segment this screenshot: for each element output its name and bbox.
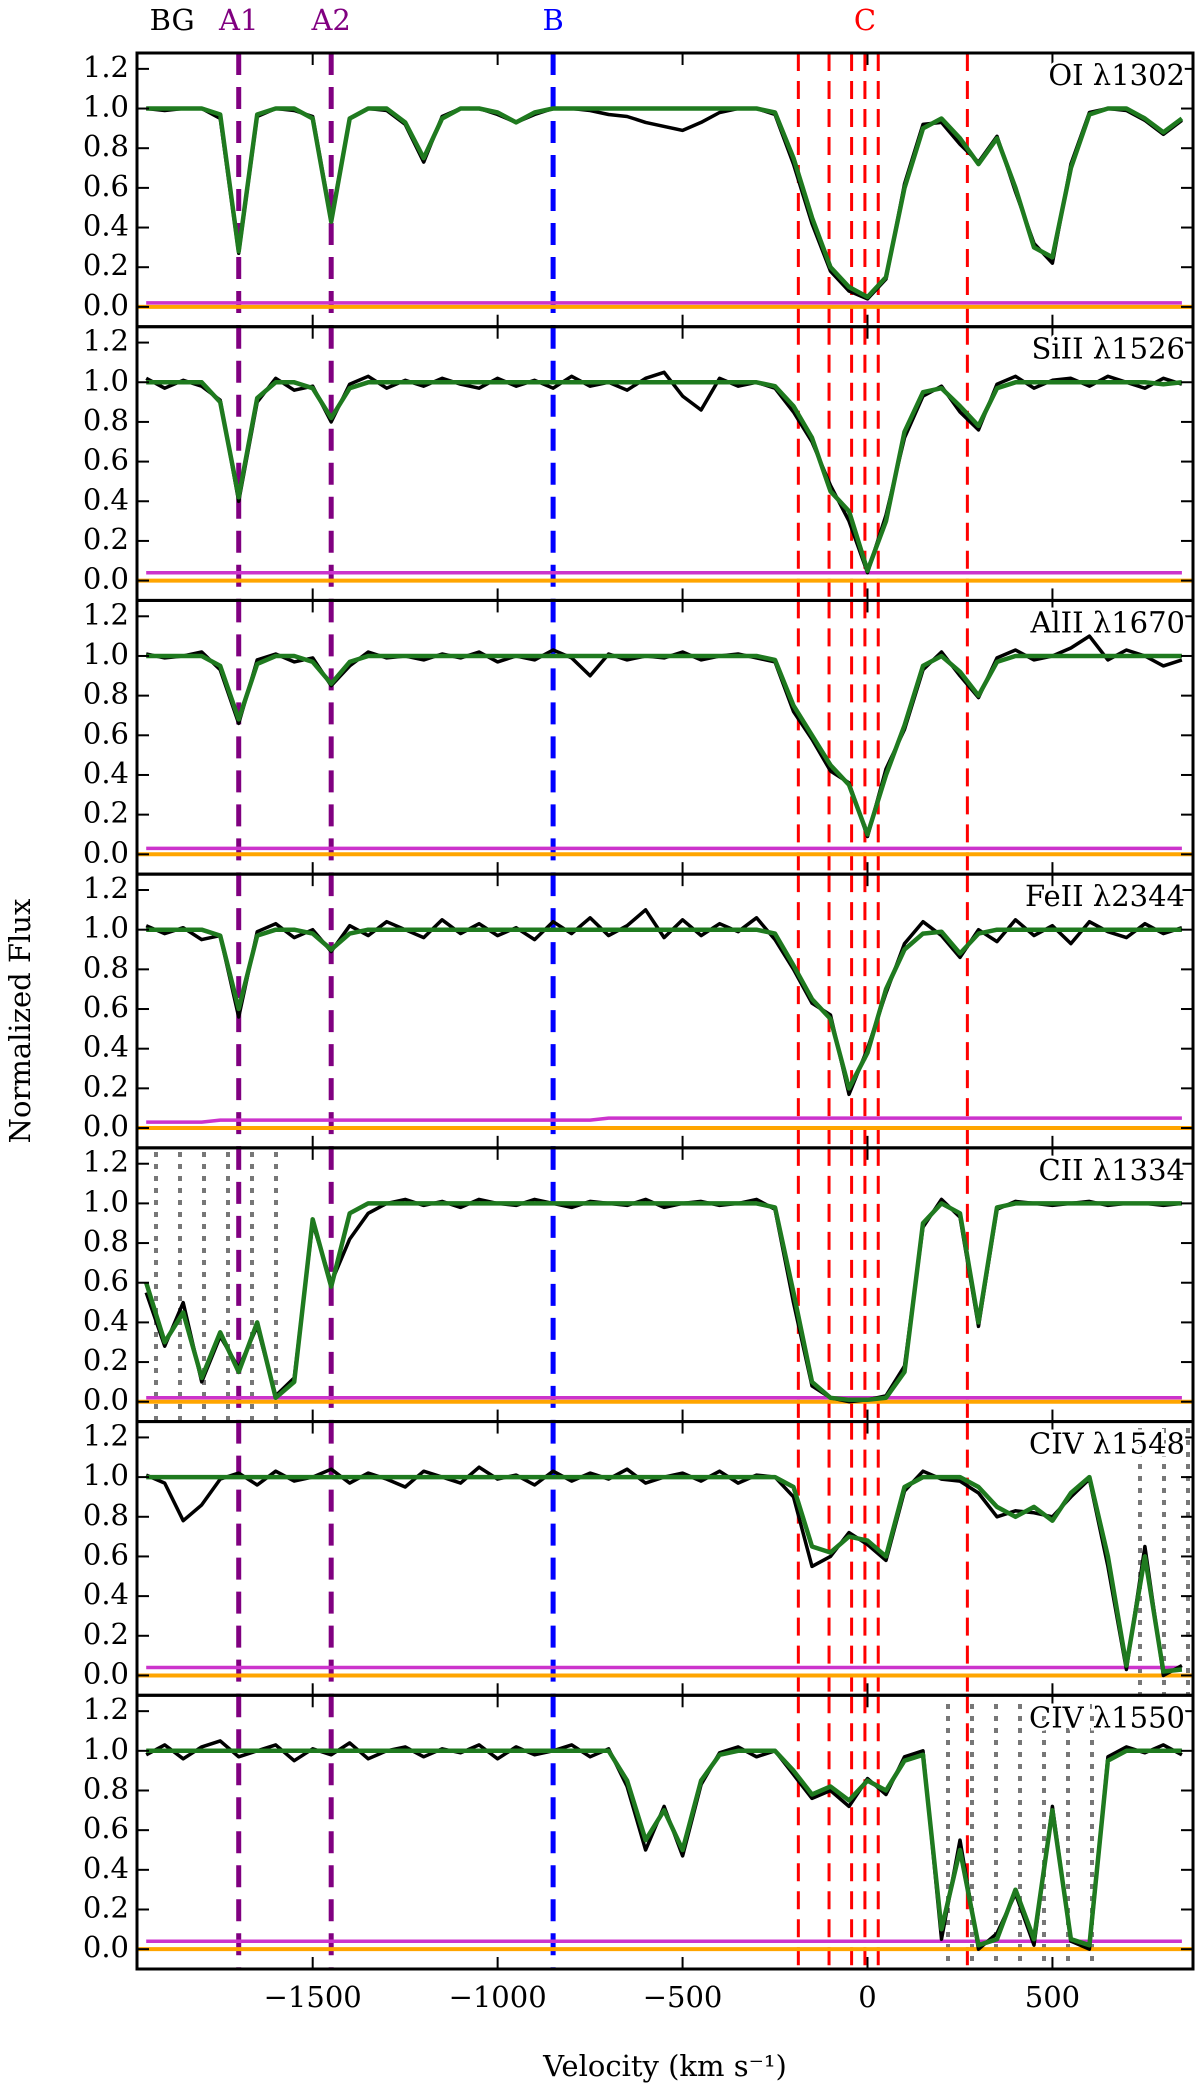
panel-frame: [135, 598, 1195, 876]
y-axis-label: Normalized Flux: [3, 899, 37, 1144]
spectrum-line: [146, 1474, 1183, 1674]
y-tick-label: 0.0: [83, 1109, 129, 1143]
y-tick-label: 0.8: [83, 1498, 129, 1532]
masked-region: [1122, 1421, 1193, 1696]
spectrum-line: [146, 1748, 1182, 1948]
y-tick-label: 0.2: [83, 1890, 129, 1924]
y-tick-label: 0.8: [83, 129, 129, 163]
spectrum-line: [144, 1201, 1182, 1403]
spectrum-line: [146, 1116, 1182, 1124]
component-label: A2: [310, 3, 350, 37]
panel-title: CII λ1334: [1038, 1153, 1185, 1187]
y-tick-label: 0.2: [83, 1343, 129, 1377]
spectrum-line: [146, 380, 1183, 573]
y-tick-label: 1.0: [83, 637, 129, 671]
y-tick-label: 0.4: [83, 482, 129, 516]
y-tick-label: 0.6: [83, 443, 129, 477]
y-tick-label: 0.8: [83, 1771, 129, 1805]
x-tick-label: −500: [643, 1980, 723, 2014]
component-label: A1: [218, 3, 258, 37]
y-tick-label: 0.0: [83, 1930, 129, 1964]
panel: [137, 874, 1193, 1148]
y-tick-label: 0.2: [83, 248, 129, 282]
panel-title: AlII λ1670: [1029, 605, 1185, 639]
y-tick-label: 1.2: [83, 597, 129, 631]
panel-title: OI λ1302: [1048, 58, 1185, 92]
y-tick-label: 0.4: [83, 1030, 129, 1064]
y-tick-label: 0.4: [83, 1851, 129, 1885]
panel: [137, 1421, 1193, 1696]
y-tick-label: 0.2: [83, 1617, 129, 1651]
spectrum-line: [145, 908, 1183, 1097]
y-tick-label: 0.6: [83, 716, 129, 750]
panel: [137, 53, 1193, 327]
y-tick-label: 0.8: [83, 950, 129, 984]
y-tick-label: 0.4: [83, 756, 129, 790]
x-tick-label: 500: [1025, 1980, 1080, 2014]
panel-frame: [135, 51, 1195, 329]
panel: [137, 326, 1193, 601]
y-tick-label: 1.2: [83, 50, 129, 84]
spectrum-line: [146, 106, 1183, 301]
spectrum-line: [145, 634, 1183, 839]
x-tick-label: −1500: [264, 1980, 362, 2014]
panel-title: CIV λ1548: [1029, 1427, 1185, 1461]
y-tick-label: 0.6: [83, 169, 129, 203]
spectrum-line: [145, 1465, 1183, 1678]
y-tick-label: 1.0: [83, 1184, 129, 1218]
spectrum-line: [146, 927, 1182, 1091]
panel-frame: [135, 872, 1195, 1150]
y-tick-label: 1.0: [83, 1732, 129, 1766]
y-tick-label: 1.2: [83, 1145, 129, 1179]
panel-title: SiII λ1526: [1032, 332, 1185, 366]
y-tick-label: 0.4: [83, 1577, 129, 1611]
y-tick-label: 1.0: [83, 90, 129, 124]
y-tick-label: 0.2: [83, 522, 129, 556]
x-axis-label: Velocity (km s⁻¹): [542, 2049, 787, 2083]
y-tick-label: 1.2: [83, 324, 129, 358]
panel-frame: [135, 325, 1195, 602]
panel-title: CIV λ1550: [1029, 1700, 1185, 1734]
y-tick-label: 0.4: [83, 1303, 129, 1337]
y-tick-label: 0.8: [83, 1224, 129, 1258]
panel: [137, 1695, 1193, 1969]
panel: [137, 1147, 1193, 1422]
y-tick-label: 1.2: [83, 1418, 129, 1452]
y-tick-label: 0.4: [83, 209, 129, 243]
y-tick-label: 0.8: [83, 403, 129, 437]
y-tick-label: 0.0: [83, 288, 129, 322]
y-tick-label: 0.6: [83, 1811, 129, 1845]
y-tick-label: 1.0: [83, 1458, 129, 1492]
panel-title: FeII λ2344: [1025, 879, 1185, 913]
y-tick-label: 0.0: [83, 562, 129, 596]
x-tick-label: 0: [858, 1980, 876, 2014]
panel-frame: [135, 1420, 1195, 1697]
y-tick-label: 0.0: [83, 1656, 129, 1690]
y-tick-label: 0.8: [83, 677, 129, 711]
y-tick-label: 0.0: [83, 1383, 129, 1417]
y-tick-label: 0.6: [83, 990, 129, 1024]
y-tick-label: 1.2: [83, 871, 129, 905]
component-label: C: [854, 3, 876, 37]
y-tick-label: 1.0: [83, 911, 129, 945]
y-tick-label: 1.2: [83, 1692, 129, 1726]
masked-region: [941, 1695, 1097, 1969]
y-tick-label: 1.0: [83, 363, 129, 397]
y-tick-label: 0.6: [83, 1537, 129, 1571]
x-tick-label: −1000: [449, 1980, 547, 2014]
y-tick-label: 0.2: [83, 1069, 129, 1103]
component-label: BG: [150, 3, 195, 37]
spectrum-line: [146, 106, 1184, 300]
spectrum-line: [146, 653, 1182, 837]
spectrum-line: [145, 370, 1183, 575]
y-tick-label: 0.0: [83, 835, 129, 869]
y-tick-label: 0.6: [83, 1264, 129, 1298]
panel-frame: [135, 1693, 1195, 1971]
y-tick-label: 0.2: [83, 796, 129, 830]
component-label: B: [542, 3, 563, 37]
panel: [137, 600, 1193, 875]
